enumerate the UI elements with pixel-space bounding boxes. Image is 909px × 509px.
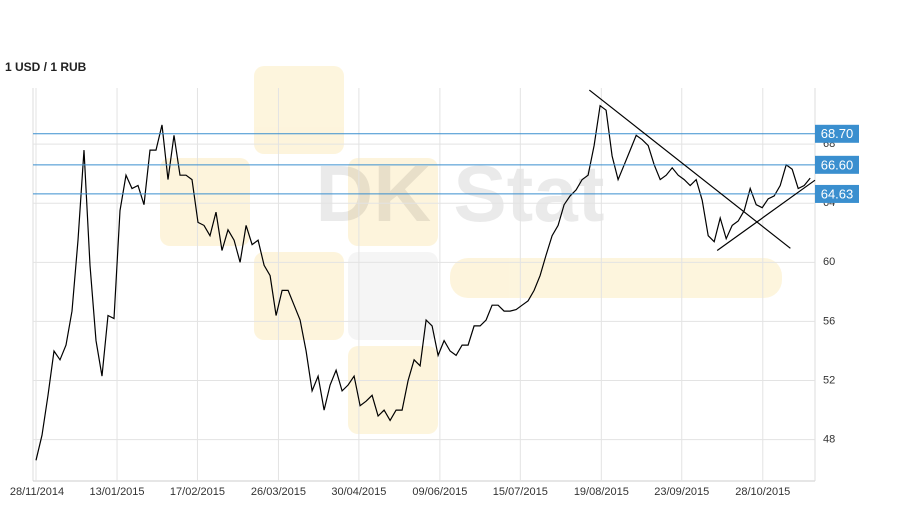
level-box — [815, 184, 859, 203]
x-tick-label: 17/02/2015 — [170, 486, 225, 498]
x-tick-label: 15/07/2015 — [493, 486, 548, 498]
y-tick-label: 56 — [823, 315, 835, 327]
price-line — [35, 104, 811, 461]
level-label: 66.60 — [821, 157, 854, 172]
x-tick-label: 09/06/2015 — [412, 486, 467, 498]
x-tick-label: 23/09/2015 — [654, 486, 709, 498]
x-tick-label: 28/11/2014 — [10, 486, 64, 498]
level-box — [815, 155, 859, 174]
level-label: 68.70 — [821, 126, 854, 141]
x-tick-label: 13/01/2015 — [89, 486, 144, 498]
y-tick-label: 48 — [823, 434, 835, 446]
x-tick-label: 30/04/2015 — [331, 486, 386, 498]
x-tick-label: 19/08/2015 — [574, 486, 629, 498]
level-label: 64.63 — [821, 186, 854, 201]
trend-line — [716, 179, 816, 252]
trend-line — [588, 89, 791, 249]
chart-title: 1 USD / 1 RUB — [5, 60, 87, 74]
x-tick-label: 26/03/2015 — [251, 486, 306, 498]
y-tick-label: 60 — [823, 256, 835, 268]
watermark-shapes — [160, 66, 782, 434]
x-tick-label: 28/10/2015 — [735, 486, 790, 498]
level-box — [815, 124, 859, 143]
y-tick-label: 52 — [823, 374, 835, 386]
